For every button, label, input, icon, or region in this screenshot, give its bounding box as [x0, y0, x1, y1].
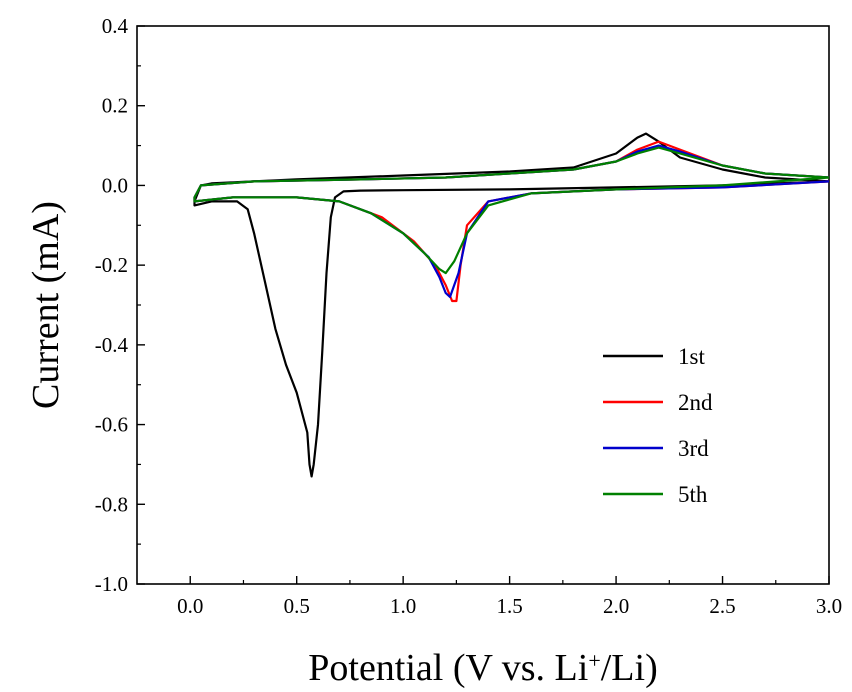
- x-tick-label: 3.0: [816, 594, 842, 618]
- legend-label: 3rd: [678, 436, 709, 461]
- legend-label: 5th: [678, 482, 708, 507]
- y-tick-label: -0.2: [95, 253, 128, 277]
- x-tick-label: 1.0: [390, 594, 416, 618]
- y-tick-label: 0.4: [102, 14, 129, 38]
- y-tick-label: 0.0: [102, 173, 128, 197]
- x-tick-label: 0.0: [177, 594, 203, 618]
- x-tick-label: 0.5: [284, 594, 310, 618]
- y-tick-label: -0.8: [95, 492, 128, 516]
- x-axis-ticks: 0.0 0.5 1.0 1.5 2.0 2.5 3.0: [177, 576, 842, 618]
- x-axis-title: Potential (V vs. Li+/Li): [308, 647, 657, 689]
- y-tick-label: -0.6: [95, 413, 128, 437]
- series-line-5th: [193, 146, 830, 275]
- y-tick-label: 0.2: [102, 94, 128, 118]
- legend: 1st 2nd 3rd 5th: [603, 344, 713, 507]
- series-layer: [193, 132, 830, 478]
- y-axis-ticks: 0.4 0.2 0.0 -0.2 -0.4 -0.6 -0.8 -1.0: [95, 14, 145, 596]
- x-tick-label: 2.0: [603, 594, 629, 618]
- plot-frame: [136, 25, 830, 585]
- x-axis-title-main: Potential (V vs. Li: [308, 647, 588, 689]
- y-tick-label: -0.4: [95, 333, 129, 357]
- x-tick-label: 1.5: [496, 594, 522, 618]
- legend-label: 2nd: [678, 390, 713, 415]
- series-line-1st: [193, 132, 830, 478]
- x-tick-label: 2.5: [709, 594, 735, 618]
- y-tick-label: -1.0: [95, 572, 128, 596]
- y-axis-title: Current (mA): [25, 201, 67, 409]
- legend-label: 1st: [678, 344, 705, 369]
- x-axis-title-sup: +: [588, 648, 600, 673]
- x-axis-title-tail: /Li): [601, 647, 658, 689]
- series-line-2nd: [193, 140, 830, 303]
